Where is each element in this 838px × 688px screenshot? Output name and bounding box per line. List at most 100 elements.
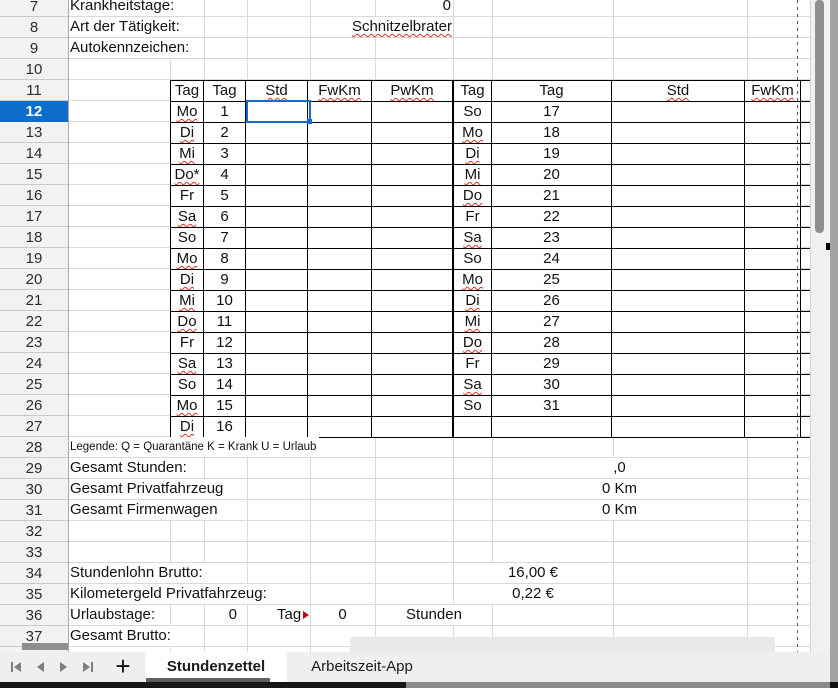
day-cell[interactable]: So <box>454 396 492 416</box>
hours-cell[interactable] <box>246 165 308 185</box>
fwkm-cell[interactable] <box>745 186 800 206</box>
sheet-grid[interactable]: 7 8 9 10 11 12 13 14 15 16 17 18 <box>0 0 812 652</box>
hours-cell[interactable] <box>612 354 745 374</box>
total-hours-label[interactable]: Gesamt Stunden: <box>70 458 190 478</box>
vacation-label[interactable]: Urlaubstage: <box>70 605 159 625</box>
date-cell[interactable]: 9 <box>204 270 246 290</box>
fwkm-cell[interactable] <box>308 333 372 353</box>
row-header[interactable]: 32 <box>0 521 68 542</box>
header-cell[interactable]: FwKm <box>751 82 794 99</box>
fwkm-cell[interactable] <box>745 312 800 332</box>
row-header[interactable]: 11 <box>0 80 68 101</box>
hours-cell[interactable] <box>612 312 745 332</box>
pwkm-cell[interactable] <box>372 123 452 143</box>
row-header[interactable]: 16 <box>0 185 68 206</box>
row-header[interactable]: 23 <box>0 332 68 353</box>
row-header[interactable]: 26 <box>0 395 68 416</box>
date-cell[interactable]: 18 <box>492 123 612 143</box>
date-cell[interactable]: 1 <box>204 102 246 122</box>
fwkm-cell[interactable] <box>745 270 800 290</box>
fwkm-cell[interactable] <box>745 102 800 122</box>
day-cell[interactable]: Sa <box>171 354 204 374</box>
pwkm-cell[interactable] <box>372 333 452 353</box>
day-cell[interactable]: So <box>454 102 492 122</box>
hours-cell[interactable] <box>246 333 308 353</box>
fwkm-cell[interactable] <box>745 165 800 185</box>
date-cell[interactable]: 29 <box>492 354 612 374</box>
fwkm-cell[interactable] <box>745 228 800 248</box>
fwkm-cell[interactable] <box>308 291 372 311</box>
row-header[interactable]: 24 <box>0 353 68 374</box>
vacation-hours-unit[interactable]: Stunden <box>376 605 492 625</box>
total-hours-value[interactable]: ,0 <box>493 458 746 478</box>
hours-cell[interactable] <box>246 186 308 206</box>
hours-cell[interactable] <box>246 228 308 248</box>
next-sheet-button[interactable] <box>54 657 74 677</box>
header-cell[interactable]: Tag <box>492 81 612 101</box>
pwkm-cell[interactable] <box>372 144 452 164</box>
vertical-scrollbar[interactable] <box>810 0 830 652</box>
day-cell[interactable]: Mo <box>171 396 204 416</box>
selected-cell[interactable] <box>246 100 312 124</box>
hours-cell[interactable] <box>612 186 745 206</box>
hours-cell[interactable] <box>612 144 745 164</box>
hours-cell[interactable] <box>246 144 308 164</box>
date-cell[interactable]: 24 <box>492 249 612 269</box>
fwkm-cell[interactable] <box>745 249 800 269</box>
pwkm-cell[interactable] <box>372 312 452 332</box>
fwkm-cell[interactable] <box>745 396 800 416</box>
row-header[interactable]: 36 <box>0 605 68 626</box>
vertical-scrollbar-thumb[interactable] <box>815 0 824 233</box>
pwkm-cell[interactable] <box>372 102 452 122</box>
hours-cell[interactable] <box>246 417 308 438</box>
header-cell[interactable]: Tag <box>454 81 492 101</box>
pwkm-cell[interactable] <box>372 249 452 269</box>
date-cell[interactable]: 27 <box>492 312 612 332</box>
row-header[interactable]: 35 <box>0 584 68 605</box>
date-cell[interactable]: 10 <box>204 291 246 311</box>
day-cell[interactable]: Do <box>454 333 492 353</box>
day-cell[interactable]: Do* <box>171 165 204 185</box>
header-cell[interactable]: Std <box>265 82 288 99</box>
header-cell[interactable]: FwKm <box>318 82 361 99</box>
date-cell[interactable] <box>492 417 612 438</box>
row-header[interactable]: 28 <box>0 437 68 458</box>
hours-cell[interactable] <box>612 396 745 416</box>
day-cell[interactable]: Mo <box>171 249 204 269</box>
day-cell[interactable]: Fr <box>454 354 492 374</box>
fwkm-cell[interactable] <box>745 123 800 143</box>
legend-text[interactable]: Legende: Q = Quarantäne K = Krank U = Ur… <box>70 437 320 457</box>
date-cell[interactable]: 30 <box>492 375 612 395</box>
fwkm-cell[interactable] <box>745 333 800 353</box>
company-car-label[interactable]: Gesamt Firmenwagen <box>70 500 221 520</box>
add-sheet-button[interactable]: + <box>115 651 131 681</box>
fwkm-cell[interactable] <box>745 144 800 164</box>
row-header[interactable]: 17 <box>0 206 68 227</box>
row-header[interactable]: 21 <box>0 290 68 311</box>
date-cell[interactable]: 13 <box>204 354 246 374</box>
date-cell[interactable]: 3 <box>204 144 246 164</box>
date-cell[interactable]: 16 <box>204 417 246 438</box>
date-cell[interactable]: 7 <box>204 228 246 248</box>
sick-days-label[interactable]: Krankheitstage: <box>70 0 178 16</box>
day-cell[interactable]: Fr <box>171 333 204 353</box>
date-cell[interactable]: 4 <box>204 165 246 185</box>
day-cell[interactable] <box>454 417 492 438</box>
date-cell[interactable]: 14 <box>204 375 246 395</box>
row-header[interactable]: 31 <box>0 500 68 521</box>
hours-cell[interactable] <box>612 417 745 438</box>
activity-label[interactable]: Art der Tätigkeit: <box>70 17 183 37</box>
day-cell[interactable]: Di <box>171 123 204 143</box>
hours-cell[interactable] <box>246 249 308 269</box>
gross-total-label[interactable]: Gesamt Brutto: <box>70 626 174 646</box>
hours-cell[interactable] <box>612 165 745 185</box>
day-cell[interactable]: Di <box>454 291 492 311</box>
hours-cell[interactable] <box>612 270 745 290</box>
day-cell[interactable]: Di <box>171 417 204 438</box>
hours-cell[interactable] <box>246 312 308 332</box>
fwkm-cell[interactable] <box>308 354 372 374</box>
hours-cell[interactable] <box>246 270 308 290</box>
fwkm-cell[interactable] <box>308 144 372 164</box>
fwkm-cell[interactable] <box>308 123 372 143</box>
row-header[interactable]: 10 <box>0 59 68 80</box>
